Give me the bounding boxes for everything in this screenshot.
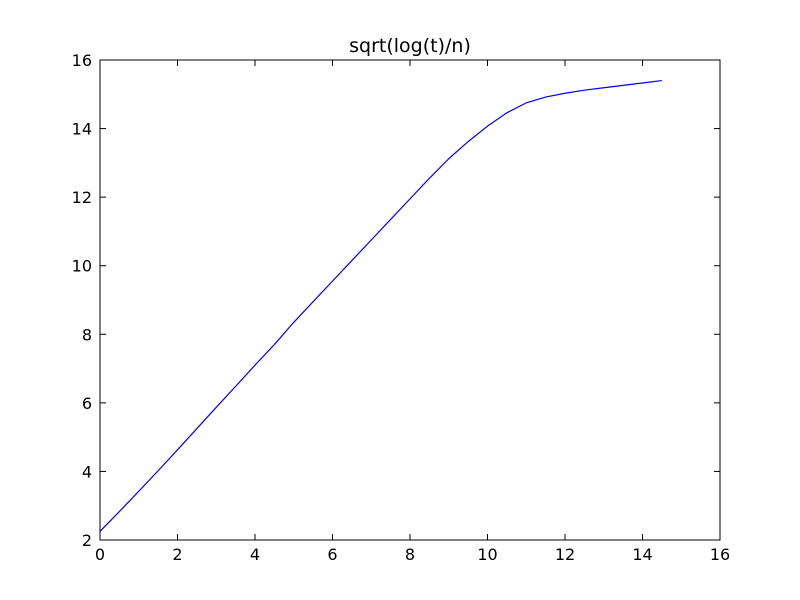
x-tick-label: 12 (555, 545, 575, 564)
x-tick-label: 8 (405, 545, 415, 564)
y-tick-label: 16 (72, 51, 92, 70)
chart-title: sqrt(log(t)/n) (349, 35, 471, 57)
y-tick-label: 2 (82, 531, 92, 550)
x-tick-label: 10 (477, 545, 497, 564)
y-tick-label: 12 (72, 188, 92, 207)
x-tick-label: 14 (632, 545, 652, 564)
x-tick-label: 4 (250, 545, 260, 564)
x-tick-label: 6 (327, 545, 337, 564)
y-tick-label: 8 (82, 325, 92, 344)
y-tick-label: 10 (72, 257, 92, 276)
x-tick-label: 16 (710, 545, 730, 564)
y-tick-label: 4 (82, 462, 92, 481)
x-tick-label: 0 (95, 545, 105, 564)
y-tick-label: 14 (72, 120, 92, 139)
series-line-0 (99, 79, 662, 532)
x-tick-label: 2 (172, 545, 182, 564)
plot-area (99, 79, 662, 532)
plot-frame (99, 59, 721, 541)
y-tick-label: 6 (82, 394, 92, 413)
